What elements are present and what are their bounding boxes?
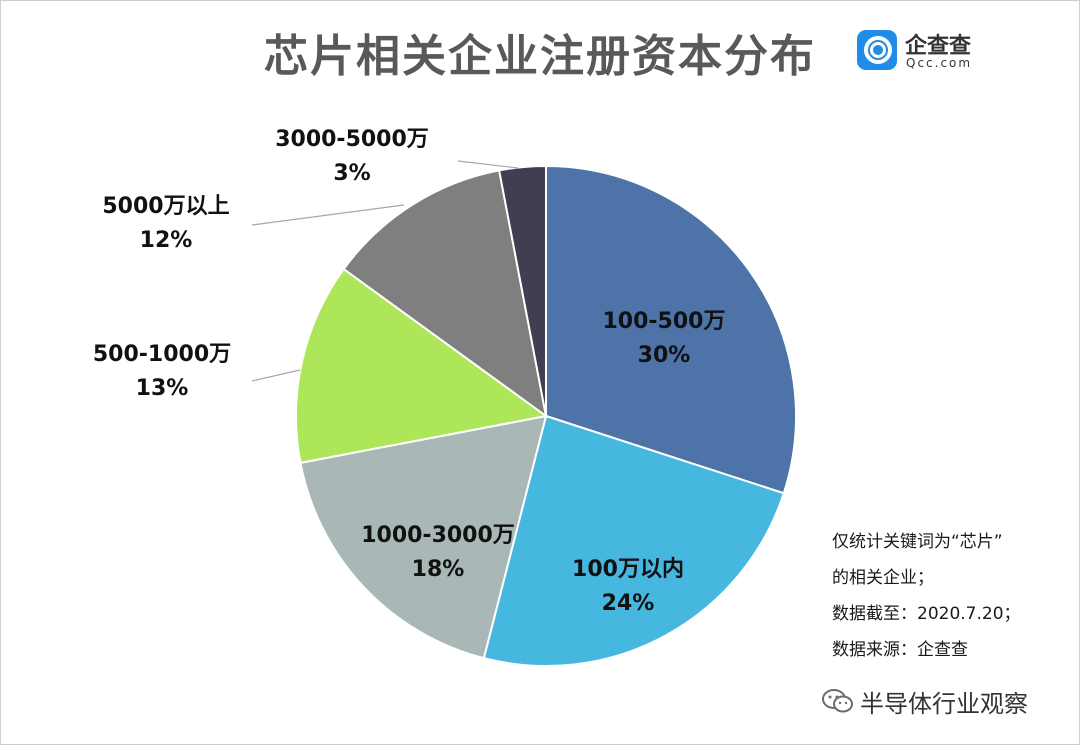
slice-under-100-label: 100万以内 <box>572 557 684 582</box>
slice-500-1000-label: 500-1000万 <box>93 342 231 367</box>
logo-name: 企查查 <box>905 34 972 59</box>
slice-100-500 <box>545 164 797 495</box>
slice-100-500-label: 100-500万 <box>603 309 726 334</box>
slice-3000-5000-percent: 3% <box>333 161 370 186</box>
note-line: 的相关企业； <box>832 568 934 588</box>
wechat-icon <box>822 689 853 713</box>
slice-over-5000 <box>342 169 548 419</box>
slice-3000-5000-label: 3000-5000万 <box>275 127 429 152</box>
slice-1000-3000-label: 1000-3000万 <box>361 523 515 548</box>
slice-3000-5000 <box>497 164 547 417</box>
slice-1000-3000-percent: 18% <box>412 557 465 582</box>
source-note: 仅统计关键词为“芯片” 的相关企业； 数据截至：2020.7.20； 数据来源：… <box>832 524 1021 668</box>
note-line: 数据截至：2020.7.20； <box>832 604 1021 624</box>
slice-over-5000-percent: 12% <box>140 228 193 253</box>
slice-500-1000-leader-line <box>251 369 301 382</box>
slice-500-1000-percent: 13% <box>136 376 189 401</box>
note-line: 仅统计关键词为“芯片” <box>832 532 1003 552</box>
slice-100-500-percent: 30% <box>638 343 691 368</box>
logo-domain: Qcc.com <box>906 56 973 70</box>
chart-title: 芯片相关企业注册资本分布 <box>264 31 816 82</box>
slice-over-5000-leader-line <box>251 204 405 226</box>
slice-1000-3000 <box>299 414 548 660</box>
slice-over-5000-label: 5000万以上 <box>102 194 229 219</box>
slice-under-100-percent: 24% <box>602 591 655 616</box>
watermark-text: 半导体行业观察 <box>860 690 1028 718</box>
slice-3000-5000-leader-line <box>457 160 519 169</box>
note-line: 数据来源：企查查 <box>832 640 968 660</box>
qcc-logo-icon <box>857 30 897 70</box>
slice-500-1000 <box>295 267 549 465</box>
slice-under-100 <box>482 414 786 667</box>
